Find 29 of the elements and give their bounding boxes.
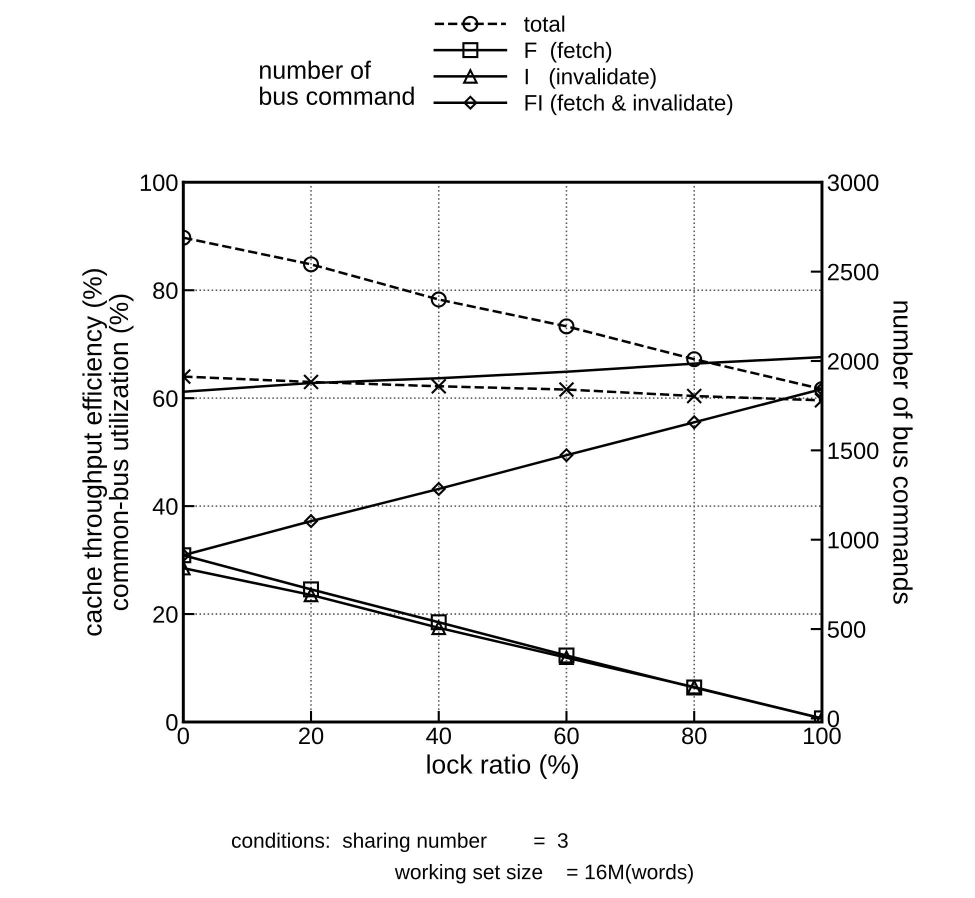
y-axis-title: cache throughput efficiency (%) common-bus utilization (%) <box>82 269 134 636</box>
legend-label: total <box>524 16 564 32</box>
y2-tick-label: 1000 <box>828 532 878 548</box>
text: conditions: sharing number = 3 <box>232 832 568 852</box>
legend-label: I (invalidate) <box>526 68 656 89</box>
x-tick-label: 40 <box>426 727 451 744</box>
x-tick-label: 100 <box>804 727 841 744</box>
legend-label: F (fetch) <box>526 42 612 63</box>
text: working set size = 16M(words) <box>394 864 693 884</box>
y-tick-label: 60 <box>153 390 178 407</box>
y2-tick-label: 0 <box>828 710 839 728</box>
legend-label: FI (fetch & invalidate) <box>526 94 732 116</box>
y2-tick-label: 3000 <box>828 174 878 192</box>
x-tick-label: 20 <box>299 727 324 744</box>
y2-tick-label: 2500 <box>828 264 878 280</box>
x-tick-label: 80 <box>682 727 706 744</box>
y2-tick-label: 1500 <box>828 442 878 460</box>
y2-tick-label: 2000 <box>828 353 878 370</box>
x-tick-label: 60 <box>554 727 579 744</box>
legend-title: number of bus command <box>260 60 414 106</box>
y-tick-label: 40 <box>152 498 178 515</box>
y-tick-label: 0 <box>166 714 178 731</box>
y-tick-label: 100 <box>140 174 178 192</box>
y2-axis-title: number of bus commands <box>893 301 913 604</box>
x-axis-title: lock ratio (%) <box>427 754 578 780</box>
x-tick-label: 0 <box>178 727 189 744</box>
y-tick-label: 20 <box>153 606 178 623</box>
y2-tick-label: 500 <box>828 621 866 638</box>
y-tick-label: 80 <box>153 282 178 300</box>
